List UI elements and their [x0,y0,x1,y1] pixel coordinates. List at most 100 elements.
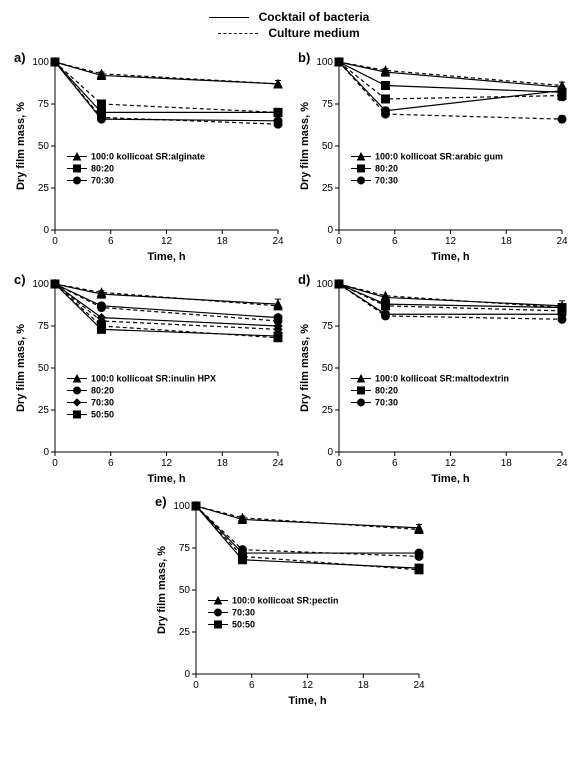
svg-text:75: 75 [178,543,190,554]
svg-text:24: 24 [272,236,284,247]
panel-c: c)061218240255075100Time, hDry film mass… [10,270,288,486]
svg-text:12: 12 [161,458,173,469]
panel-label: a) [14,50,26,65]
inner-legend: 100:0 kollicoat SR:alginate 80:20 70:30 [67,151,205,185]
svg-text:100: 100 [32,279,49,290]
svg-text:25: 25 [38,183,50,194]
inner-legend: 100:0 kollicoat SR:inulin HPX 80:20 70:30 5… [67,373,216,419]
svg-text:70:30: 70:30 [375,397,398,407]
svg-text:100:0 kollicoat SR:arabic gum: 100:0 kollicoat SR:arabic gum [375,151,503,161]
svg-text:75: 75 [322,321,334,332]
svg-text:24: 24 [413,680,425,691]
svg-text:0: 0 [52,458,58,469]
panel-a: a) 0 6 12 18 24 0 25 50 75 100 Time, h Dry film mass… [10,48,288,264]
svg-text:0: 0 [193,680,199,691]
svg-text:100: 100 [316,57,333,68]
panel-label: b) [298,50,310,65]
svg-text:18: 18 [217,458,229,469]
svg-text:80:20: 80:20 [375,163,398,173]
svg-text:75: 75 [322,99,334,110]
top-legend: Cocktail of bacteria Culture medium [10,10,568,40]
svg-text:0: 0 [184,669,190,680]
svg-text:100:0 kollicoat SR:maltodextri: 100:0 kollicoat SR:maltodextrin [375,373,509,383]
svg-text:50: 50 [38,141,50,152]
svg-text:Dry film mass, %: Dry film mass, % [299,102,311,190]
svg-text:24: 24 [556,458,568,469]
svg-text:100: 100 [173,501,190,512]
panel-b: b) 0 6 12 18 24 0 25 50 75 100 Time, h Dry film mass… [294,48,572,264]
svg-text:50: 50 [178,585,190,596]
svg-text:0: 0 [336,458,342,469]
svg-text:50:50: 50:50 [91,409,114,419]
svg-text:12: 12 [445,236,457,247]
svg-text:70:30: 70:30 [91,397,114,407]
svg-text:6: 6 [108,236,114,247]
svg-text:18: 18 [501,458,513,469]
svg-text:75: 75 [38,321,50,332]
chart-b: b) 0 6 12 18 24 0 25 50 75 100 Time, h Dry film mass… [294,48,572,264]
panel-e: e)061218240255075100Time, hDry film mass… [151,492,432,708]
svg-text:Time, h: Time, h [147,251,186,263]
charts-grid: a) 0 6 12 18 24 0 25 50 75 100 Time, h Dry film mass… [10,48,568,708]
svg-text:0: 0 [327,447,333,458]
svg-text:25: 25 [322,405,334,416]
svg-text:0: 0 [327,225,333,236]
svg-text:Dry film mass, %: Dry film mass, % [15,102,27,190]
chart-d: d) 0 6 12 18 24 0 25 50 75 100 Time, h Dry film mass… [294,270,572,486]
svg-text:6: 6 [248,680,254,691]
svg-text:50: 50 [322,141,334,152]
inner-legend: 100:0 kollicoat SR:arabic gum 80:20 70:30 [351,151,503,185]
panel-e-wrap: e)061218240255075100Time, hDry film mass… [10,492,572,708]
legend-label: Culture medium [268,26,359,40]
chart-a: a) 0 6 12 18 24 0 25 50 75 100 Time, h Dry film mass… [10,48,288,264]
inner-legend: 100:0 kollicoat SR:pectin 70:30 50:50 [208,595,339,629]
svg-text:Dry film mass, %: Dry film mass, % [15,324,27,412]
svg-text:Dry film mass, %: Dry film mass, % [299,324,311,412]
svg-text:75: 75 [38,99,50,110]
legend-label: Cocktail of bacteria [259,10,370,24]
svg-text:70:30: 70:30 [91,175,114,185]
inner-legend: 100:0 kollicoat SR:maltodextrin 80:20 70:3… [351,373,509,407]
svg-text:12: 12 [445,458,457,469]
svg-text:100:0 kollicoat SR:inulin HPX: 100:0 kollicoat SR:inulin HPX [91,373,216,383]
svg-text:80:20: 80:20 [91,163,114,173]
panel-label: e) [155,494,167,509]
svg-text:Time, h: Time, h [288,695,327,707]
svg-text:100:0 kollicoat SR:alginate: 100:0 kollicoat SR:alginate [91,151,205,161]
svg-text:0: 0 [52,236,58,247]
svg-text:0: 0 [43,447,49,458]
svg-text:0: 0 [336,236,342,247]
panel-label: c) [14,272,26,287]
legend-solid-line [209,17,249,18]
svg-text:12: 12 [161,236,173,247]
svg-text:100:0 kollicoat SR:pectin: 100:0 kollicoat SR:pectin [232,595,339,605]
svg-text:70:30: 70:30 [375,175,398,185]
svg-text:70:30: 70:30 [232,607,255,617]
chart-c: c)061218240255075100Time, hDry film mass… [10,270,288,486]
svg-text:25: 25 [322,183,334,194]
svg-text:50: 50 [38,363,50,374]
svg-text:24: 24 [272,458,284,469]
svg-text:50: 50 [322,363,334,374]
svg-text:50:50: 50:50 [232,619,255,629]
svg-text:80:20: 80:20 [375,385,398,395]
svg-text:12: 12 [301,680,313,691]
svg-text:25: 25 [178,627,190,638]
svg-text:Time, h: Time, h [431,251,470,263]
svg-text:0: 0 [43,225,49,236]
svg-text:18: 18 [217,236,229,247]
panel-label: d) [298,272,310,287]
svg-text:100: 100 [316,279,333,290]
svg-text:18: 18 [501,236,513,247]
svg-text:Time, h: Time, h [147,473,186,485]
svg-text:100: 100 [32,57,49,68]
svg-text:18: 18 [357,680,369,691]
svg-text:25: 25 [38,405,50,416]
svg-text:24: 24 [556,236,568,247]
legend-dashed-line [218,33,258,34]
panel-d: d) 0 6 12 18 24 0 25 50 75 100 Time, h Dry film mass… [294,270,572,486]
svg-text:Time, h: Time, h [431,473,470,485]
svg-text:6: 6 [392,236,398,247]
svg-text:6: 6 [392,458,398,469]
svg-text:80:20: 80:20 [91,385,114,395]
